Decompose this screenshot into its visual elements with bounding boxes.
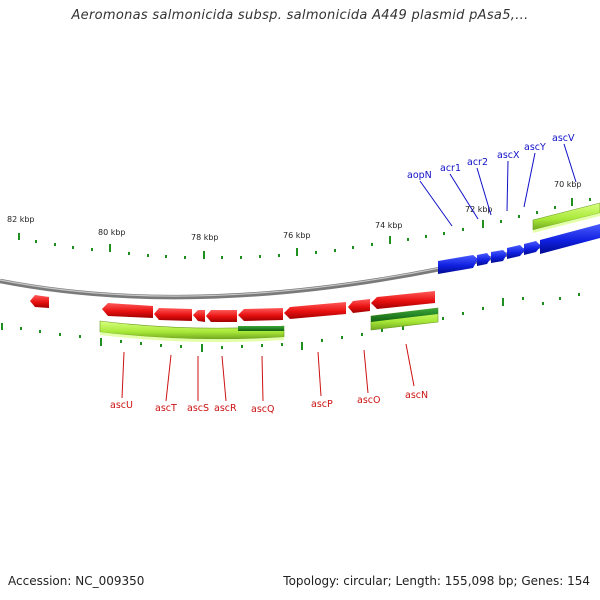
gene-arrow-ascU[interactable]: [102, 303, 153, 318]
gene-arrow-acr1[interactable]: [477, 253, 491, 266]
gene-arrow-ascY[interactable]: [524, 241, 541, 255]
outer-tick-track: [18, 198, 591, 259]
summary-text: Topology: circular; Length: 155,098 bp; …: [283, 574, 590, 588]
gene-arrow-ascP[interactable]: [284, 302, 346, 319]
gene-label-ascQ: ascQ: [251, 404, 274, 415]
forward-gene-track: [438, 224, 600, 274]
inner-tick-track: [1, 293, 580, 352]
gene-arrow-ascR[interactable]: [206, 310, 237, 322]
gene-arrow-ascO[interactable]: [348, 299, 370, 313]
scale-label: 72 kbp: [465, 205, 493, 214]
scale-label: 70 kbp: [554, 180, 582, 189]
gene-arrow-ascX[interactable]: [507, 245, 525, 259]
gene-arrow-ascQ[interactable]: [238, 308, 283, 321]
gene-arrow-ascN[interactable]: [371, 291, 435, 309]
gene-arrow-acr2[interactable]: [491, 250, 507, 263]
reverse-cds-dark-2: [371, 308, 438, 322]
scale-labels: 82 kbp 80 kbp 78 kbp 76 kbp 74 kbp 72 kb…: [7, 180, 582, 242]
accession-text: Accession: NC_009350: [8, 574, 145, 588]
map-title: Aeromonas salmonicida subsp. salmonicida…: [71, 8, 529, 23]
scale-label: 74 kbp: [375, 221, 403, 230]
gene-label-ascP: ascP: [311, 399, 333, 410]
gene-label-ascS: ascS: [187, 403, 209, 414]
gene-arrow-ascS[interactable]: [193, 310, 205, 322]
reverse-cds-dark: [238, 326, 284, 331]
gene-label-ascX: ascX: [497, 150, 520, 161]
gene-arrow-aopN[interactable]: [438, 255, 478, 274]
forward-cds-bar: [532, 202, 600, 231]
reverse-gene-labels: [121, 343, 415, 402]
gene-label-ascV: ascV: [552, 133, 575, 144]
forward-gene-labels: [419, 143, 577, 227]
gene-arrow-ascT[interactable]: [154, 308, 192, 321]
forward-cds-bar-shade: [533, 213, 600, 233]
backbone-ring: [0, 227, 600, 300]
gene-label-ascN: ascN: [405, 390, 428, 401]
gene-label-ascY: ascY: [524, 142, 546, 153]
scale-label: 82 kbp: [7, 215, 35, 224]
scale-label: 78 kbp: [191, 233, 219, 242]
forward-cds-track: [532, 202, 600, 233]
scale-label: 76 kbp: [283, 231, 311, 240]
reverse-gene-track: [30, 291, 435, 322]
reverse-cds-track: [99, 307, 439, 343]
gene-arrow-ascV[interactable]: [540, 224, 600, 254]
gene-label-aopN: aopN: [407, 170, 432, 181]
gene-label-ascR: ascR: [214, 403, 237, 414]
gene-label-ascU: ascU: [110, 400, 133, 411]
scale-label: 80 kbp: [98, 228, 126, 237]
reverse-cds-bar-shade: [100, 332, 284, 343]
gene-label-acr2: acr2: [467, 157, 488, 168]
gene-label-ascO: ascO: [357, 395, 380, 406]
gene-label-ascT: ascT: [155, 403, 177, 414]
gene-arrow-partial: [30, 295, 49, 308]
gene-label-acr1: acr1: [440, 163, 461, 174]
